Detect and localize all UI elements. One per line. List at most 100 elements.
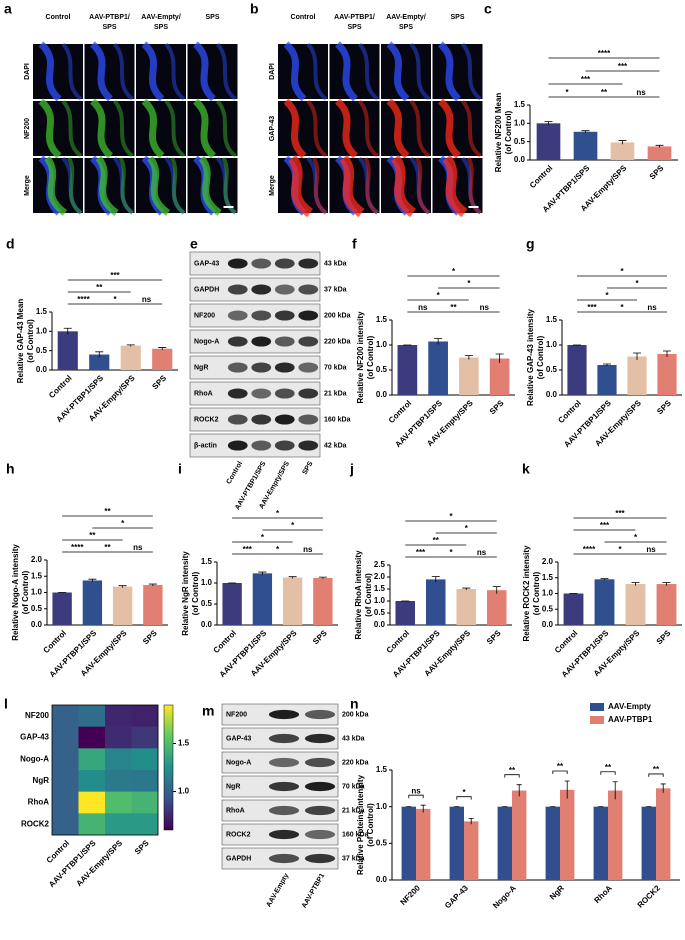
x-tick-label: Control bbox=[385, 629, 411, 655]
error-bar bbox=[581, 130, 590, 133]
significance-label: *** bbox=[618, 62, 628, 71]
heatmap-cell bbox=[52, 748, 79, 771]
heatmap-frame bbox=[51, 704, 159, 836]
blot-band bbox=[251, 388, 272, 399]
band-size: 21 kDa bbox=[342, 807, 365, 814]
significance-label: * bbox=[620, 267, 624, 276]
significance-label: * bbox=[276, 509, 280, 518]
tissue-signal bbox=[287, 154, 314, 218]
bar bbox=[282, 577, 303, 625]
panel-letter: m bbox=[202, 703, 214, 719]
bar bbox=[625, 584, 646, 625]
heatmap-cell bbox=[105, 791, 132, 814]
y-tick-label: 0.0 bbox=[201, 620, 213, 629]
column-label: SPS bbox=[347, 24, 361, 31]
blot-band bbox=[227, 336, 248, 347]
tissue-signal bbox=[118, 157, 134, 215]
band-size: 200 kDa bbox=[324, 312, 351, 319]
bar bbox=[567, 345, 587, 395]
micrograph bbox=[278, 101, 328, 156]
bar bbox=[464, 821, 479, 880]
bar bbox=[459, 357, 479, 395]
error-bar bbox=[288, 576, 297, 579]
tissue-signal bbox=[460, 42, 482, 101]
significance-bracket bbox=[504, 774, 520, 778]
row-label: GAP-43 bbox=[269, 116, 276, 141]
legend-label: AAV-Empty bbox=[608, 702, 652, 711]
bar bbox=[657, 354, 677, 395]
tissue-signal bbox=[221, 157, 237, 215]
x-tick-label: SPS bbox=[488, 398, 506, 416]
band-label: ROCK2 bbox=[226, 831, 251, 838]
panel-letter: l bbox=[4, 696, 8, 712]
y-axis-label: Relative NF200 Mean bbox=[494, 93, 503, 173]
y-tick-label: 1.5 bbox=[514, 100, 526, 109]
significance-label: * bbox=[618, 545, 622, 554]
micrograph bbox=[33, 44, 83, 99]
tissue-signal bbox=[89, 98, 114, 159]
legend-label: AAV-PTBP1 bbox=[608, 715, 653, 724]
significance-label: * bbox=[261, 533, 265, 542]
micrograph bbox=[136, 101, 186, 156]
column-label: SPS bbox=[450, 14, 464, 21]
y-axis-label: (of Control) bbox=[536, 335, 545, 379]
y-tick-label: 0.5 bbox=[201, 599, 213, 608]
band-size: 21 kDa bbox=[324, 390, 347, 397]
significance-label: * bbox=[620, 303, 624, 312]
error-bar bbox=[655, 144, 664, 148]
significance-label: *** bbox=[416, 548, 426, 557]
tissue-signal bbox=[61, 42, 83, 101]
blot-band bbox=[298, 336, 319, 347]
colorbar-tick-label: 1.0 bbox=[178, 787, 190, 796]
blot-band bbox=[274, 336, 295, 347]
panel-letter: i bbox=[178, 461, 182, 477]
column-label: AAV-Empty/SPS bbox=[75, 838, 125, 888]
bar bbox=[152, 348, 173, 370]
band-size: 220 kDa bbox=[342, 759, 369, 766]
tissue-signal bbox=[339, 154, 365, 218]
band-size: 70 kDa bbox=[324, 364, 347, 371]
y-tick-label: 0.5 bbox=[546, 365, 558, 374]
y-axis-label: Relative NF200 intensity bbox=[356, 311, 365, 404]
x-tick-label: SPS bbox=[655, 398, 673, 416]
tissue-signal bbox=[147, 155, 171, 216]
error-bar bbox=[495, 353, 504, 363]
band-size: 37 kDa bbox=[342, 855, 365, 862]
y-axis-label: Relative Proteins intensity bbox=[356, 774, 365, 875]
bar bbox=[610, 142, 635, 160]
blot-band bbox=[268, 805, 300, 816]
row-label: NgR bbox=[33, 776, 50, 785]
y-tick-label: 1.0 bbox=[201, 578, 213, 587]
lane-label: AAV-Empty bbox=[265, 872, 290, 908]
y-tick-label: 0.5 bbox=[376, 838, 388, 847]
bar bbox=[397, 345, 418, 395]
heatmap-cell bbox=[131, 791, 159, 814]
tissue-signal bbox=[170, 157, 186, 215]
blot-band bbox=[304, 829, 336, 840]
bar bbox=[593, 806, 608, 880]
x-tick-label: SPS bbox=[141, 628, 159, 646]
heatmap-cell bbox=[52, 705, 79, 727]
panel-letter: d bbox=[6, 236, 15, 252]
significance-label: ns bbox=[133, 543, 143, 552]
significance-label: *** bbox=[110, 271, 120, 280]
column-label: Control bbox=[46, 14, 71, 21]
micrograph bbox=[432, 101, 483, 156]
band-label: NF200 bbox=[194, 312, 215, 319]
error-bar bbox=[631, 582, 640, 586]
error-bar bbox=[148, 583, 157, 586]
heatmap-cell bbox=[52, 726, 79, 749]
band-label: NgR bbox=[194, 364, 208, 371]
bar bbox=[456, 589, 477, 625]
significance-label: ** bbox=[653, 765, 660, 774]
y-axis-label: (of Control) bbox=[532, 571, 541, 615]
blot-band bbox=[251, 362, 272, 373]
micrograph bbox=[278, 44, 328, 99]
tissue-signal bbox=[334, 98, 359, 159]
error-bar bbox=[660, 783, 666, 793]
significance-label: ** bbox=[433, 536, 440, 545]
x-tick-label: RhoA bbox=[592, 883, 614, 905]
heatmap-cell bbox=[105, 748, 132, 771]
bar bbox=[563, 593, 584, 625]
error-bar bbox=[618, 140, 627, 145]
